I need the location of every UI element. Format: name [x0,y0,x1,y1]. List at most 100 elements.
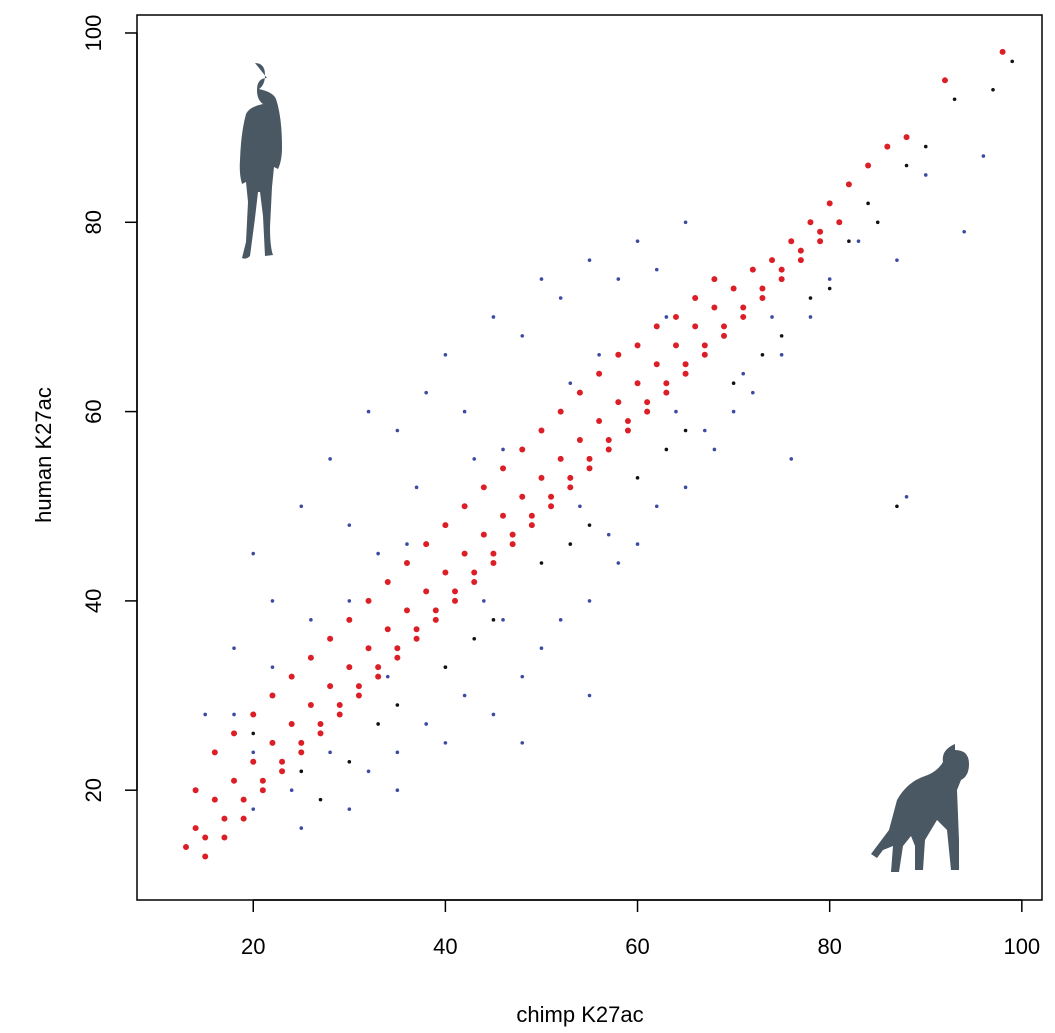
point [904,494,909,499]
point [376,722,380,726]
point [635,239,640,244]
point [520,674,525,679]
y-axis-title: human K27ac [31,387,56,523]
point [587,599,592,603]
point [760,353,765,357]
point [288,720,295,727]
point [384,578,391,585]
point [653,361,660,368]
point [298,749,305,756]
point [663,389,670,396]
point [587,258,592,262]
point [182,843,189,850]
point [664,315,669,319]
point [443,353,448,357]
point [192,787,199,794]
point [259,787,266,794]
point [701,351,708,358]
point [394,654,401,661]
point [232,646,236,651]
point [365,597,372,604]
point [490,560,497,567]
point [731,409,736,414]
point [376,551,380,556]
point [721,323,728,330]
point [557,455,564,462]
point [366,769,371,774]
point [856,239,861,244]
point [355,692,362,699]
point [270,599,275,603]
chimp-icon [871,744,969,872]
point [991,87,995,92]
point [250,711,257,718]
point [299,769,304,774]
point [826,200,833,207]
point [451,597,458,604]
point [250,758,257,765]
point [576,436,583,443]
point [432,607,439,614]
point [500,465,507,472]
point [279,768,286,775]
point [375,673,382,680]
point [462,693,467,698]
point [981,154,986,158]
point [269,692,276,699]
point [501,618,505,622]
point [683,220,688,225]
point [203,712,208,717]
point [221,815,228,822]
point [192,825,199,832]
point [741,371,746,376]
point [231,730,238,737]
point [587,523,592,527]
point [403,607,410,614]
point [624,418,631,425]
point [711,276,718,283]
point [596,418,603,425]
x-tick-label: 20 [241,934,265,959]
point [616,561,621,565]
point [578,504,582,509]
point [683,428,688,433]
point [347,523,352,527]
x-tick-label: 60 [625,934,649,959]
point [751,390,755,395]
point [231,777,238,784]
point [712,447,717,452]
point [884,143,891,150]
points [182,48,1015,860]
human-icon [239,63,282,259]
point [327,635,334,642]
point [923,144,928,149]
point [865,162,872,169]
x-tick-label: 80 [817,934,841,959]
y-tick-label: 40 [81,589,106,613]
point [895,504,899,509]
point [567,484,574,491]
point [491,712,496,717]
point [442,569,449,576]
point [557,408,564,415]
point [414,485,419,490]
point [317,730,324,737]
point [730,285,737,292]
point [366,409,371,414]
point [251,731,256,736]
point [413,635,420,642]
point [528,522,535,529]
point [759,285,766,292]
point [202,853,209,860]
x-axis-title: chimp K27ac [516,1002,643,1027]
point [797,257,804,264]
point [211,796,218,803]
point [634,380,641,387]
point [682,361,689,368]
y-tick-label: 60 [81,399,106,423]
point [711,304,718,311]
point [405,542,409,546]
point [587,693,592,698]
point [347,807,352,811]
point [827,286,832,291]
